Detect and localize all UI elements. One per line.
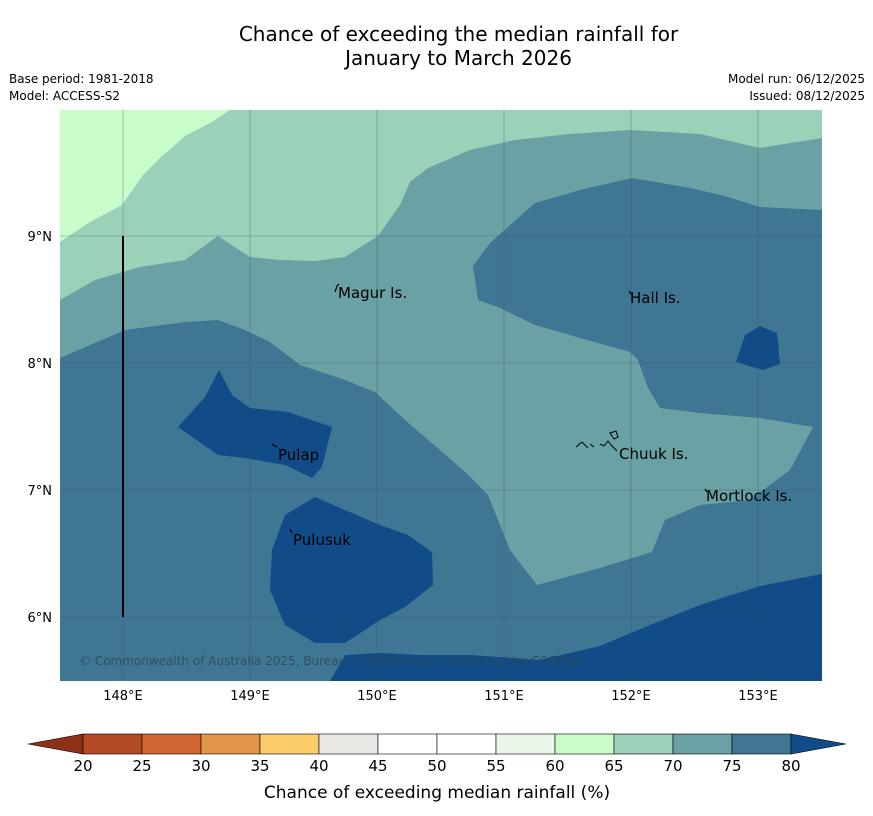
colorbar: 20 25 30 35 40 45 50 55 60 65 70 75 80 C…	[27, 733, 847, 803]
cb-tick-60: 60	[545, 757, 564, 775]
region-dark-pulap	[178, 370, 332, 478]
lon-tick-151: 151°E	[484, 689, 524, 704]
lat-tick-6: 6°N	[28, 611, 53, 626]
colorbar-label: Chance of exceeding median rainfall (%)	[264, 783, 610, 803]
model-name-text: Model: ACCESS-S2	[9, 89, 121, 103]
region-above-80	[60, 178, 822, 681]
cb-tick-65: 65	[604, 757, 623, 775]
cb-tick-75: 75	[722, 757, 741, 775]
place-label-pulap: Pulap	[278, 446, 319, 464]
cb-tick-35: 35	[250, 757, 269, 775]
place-label-mortlock: Mortlock Is.	[706, 487, 792, 505]
cb-tick-20: 20	[73, 757, 92, 775]
colorbar-bin-75-80	[731, 733, 792, 755]
cb-tick-25: 25	[132, 757, 151, 775]
lon-tick-153: 153°E	[738, 689, 778, 704]
latitude-axis: 9°N 8°N 7°N 6°N	[28, 230, 53, 626]
run-info: Model run: 06/12/2025 Issued: 08/12/2025	[728, 71, 865, 105]
cb-tick-40: 40	[309, 757, 328, 775]
region-dark-pulusuk	[270, 497, 433, 643]
rainfall-map: Magur Is. Hall Is. Pulap Chuuk Is. Mortl…	[60, 110, 822, 681]
colorbar-bin-65-70	[613, 733, 674, 755]
colorbar-bin-50-55	[436, 733, 497, 755]
region-dark-south	[330, 574, 822, 681]
copyright-notice: © Commonwealth of Australia 2025, Bureau…	[79, 654, 584, 668]
colorbar-bin-25-30	[141, 733, 202, 755]
lon-tick-152: 152°E	[611, 689, 651, 704]
chart-title: Chance of exceeding the median rainfall …	[0, 22, 873, 70]
colorbar-bin-70-75	[672, 733, 733, 755]
base-period-text: Base period: 1981-2018	[9, 72, 154, 86]
model-run-text: Model run: 06/12/2025	[727, 72, 865, 86]
island-outlines	[271, 283, 708, 534]
lat-tick-9: 9°N	[28, 230, 53, 245]
colorbar-over-triangle	[790, 733, 847, 755]
colorbar-bin-55-60	[495, 733, 556, 755]
cb-tick-80: 80	[781, 757, 800, 775]
colorbar-bin-35-40	[259, 733, 320, 755]
colorbar-bin-30-35	[200, 733, 261, 755]
title-line-1: Chance of exceeding the median rainfall …	[238, 22, 679, 46]
colorbar-bin-20-25	[82, 733, 143, 755]
cb-tick-70: 70	[663, 757, 682, 775]
lat-tick-7: 7°N	[28, 484, 53, 499]
lon-tick-148: 148°E	[103, 689, 143, 704]
cb-tick-30: 30	[191, 757, 210, 775]
issued-date-text: Issued: 08/12/2025	[749, 89, 865, 103]
lon-tick-149: 149°E	[230, 689, 270, 704]
lat-tick-8: 8°N	[28, 357, 53, 372]
place-label-hall: Hall Is.	[630, 289, 681, 307]
colorbar-ticks: 20 25 30 35 40 45 50 55 60 65 70 75 80	[73, 757, 800, 775]
cb-tick-55: 55	[486, 757, 505, 775]
region-65-70	[60, 110, 230, 242]
colorbar-bin-60-65	[554, 733, 615, 755]
title-line-2: January to March 2026	[345, 46, 572, 70]
colorbar-under-triangle	[27, 733, 84, 755]
model-info: Base period: 1981-2018 Model: ACCESS-S2	[9, 71, 154, 105]
colorbar-bin-45-50	[377, 733, 438, 755]
colorbar-bins	[82, 733, 792, 755]
cb-tick-45: 45	[368, 757, 387, 775]
cb-tick-50: 50	[427, 757, 446, 775]
colorbar-bin-40-45	[318, 733, 379, 755]
longitude-axis: 148°E 149°E 150°E 151°E 152°E 153°E	[103, 689, 778, 704]
lon-tick-150: 150°E	[357, 689, 397, 704]
place-label-magur: Magur Is.	[338, 284, 407, 302]
place-label-chuuk: Chuuk Is.	[619, 445, 688, 463]
place-label-pulusuk: Pulusuk	[293, 531, 351, 549]
